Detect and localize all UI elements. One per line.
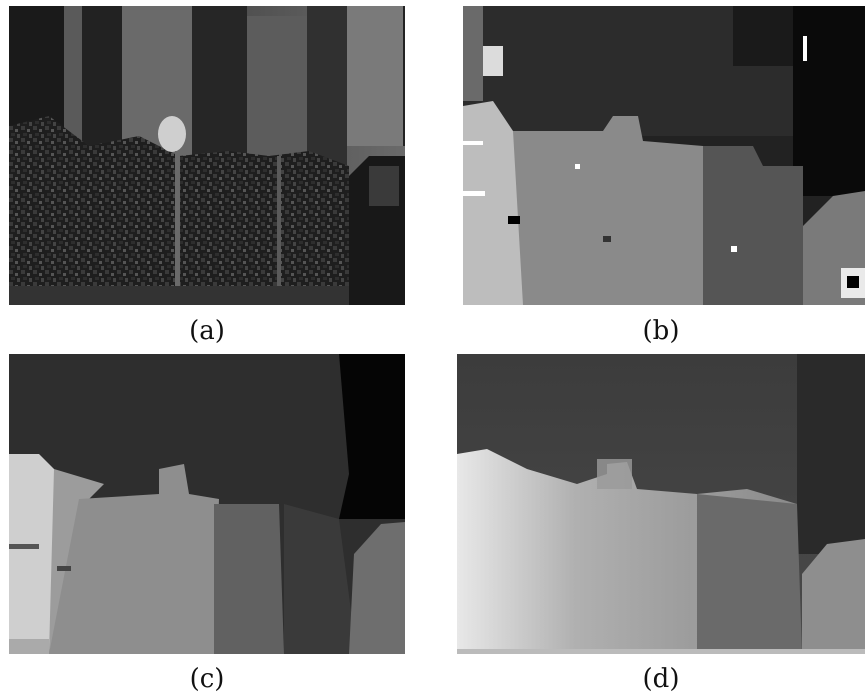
caption-a: (a) bbox=[189, 316, 225, 346]
panel-a-photo bbox=[9, 6, 405, 305]
panel-b-noisy-depth bbox=[463, 6, 865, 305]
depth-map-noisy bbox=[463, 6, 865, 305]
caption-d: (d) bbox=[642, 664, 680, 694]
caption-c: (c) bbox=[189, 664, 225, 694]
panel-c-segmented-depth bbox=[9, 354, 405, 654]
panel-d-smoothed-depth bbox=[457, 354, 865, 654]
depth-map-segmented bbox=[9, 354, 405, 654]
caption-b: (b) bbox=[642, 316, 680, 346]
depth-map-smoothed bbox=[457, 354, 865, 654]
photo-street-scene bbox=[9, 6, 405, 305]
